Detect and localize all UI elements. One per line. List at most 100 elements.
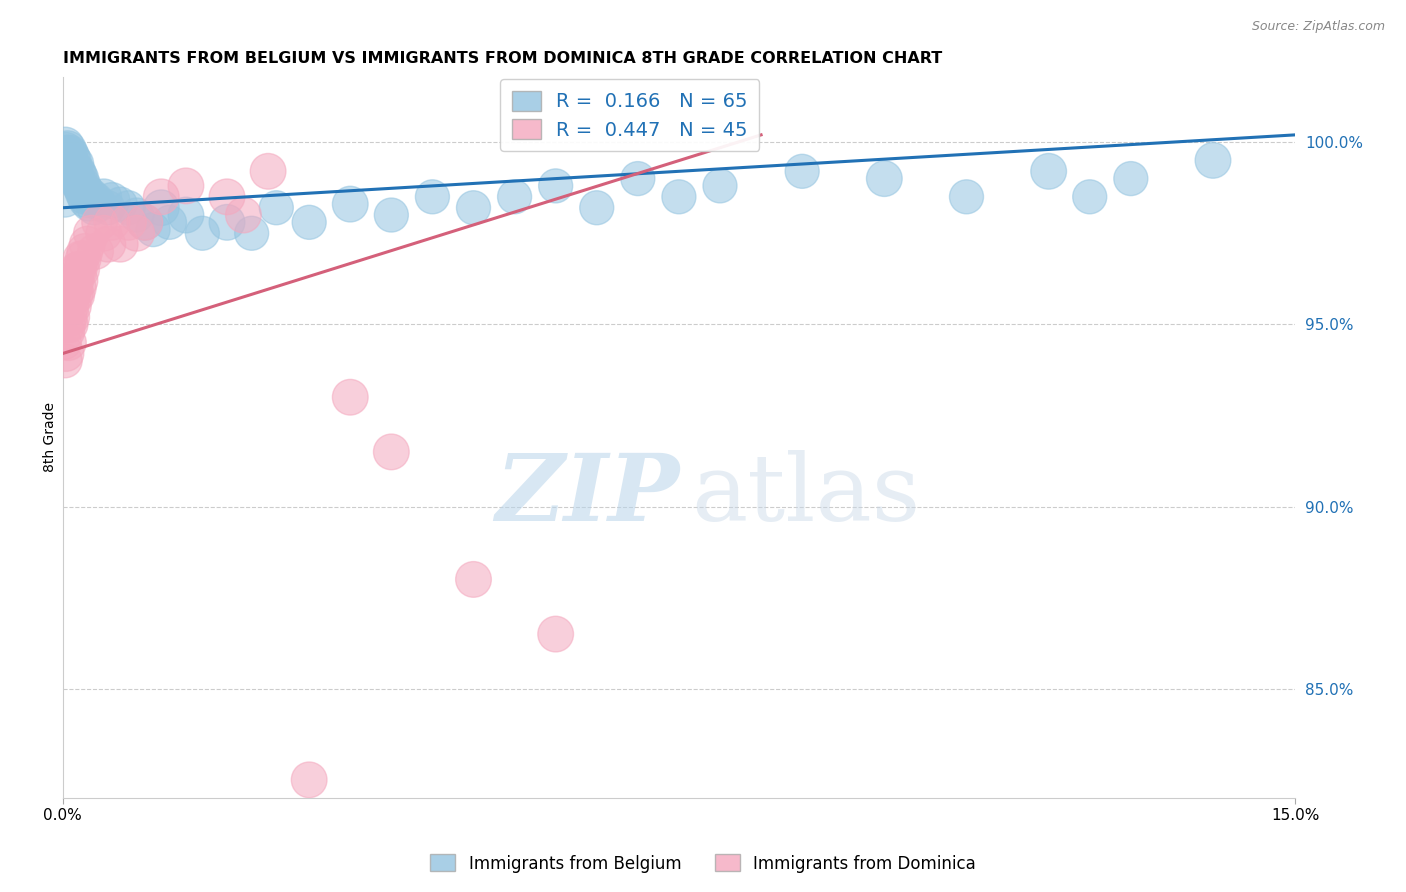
Point: [380, 445, 402, 459]
Point: [84, 244, 107, 259]
Point: [97, 201, 120, 215]
Point: [84, 194, 107, 208]
Legend: Immigrants from Belgium, Immigrants from Dominica: Immigrants from Belgium, Immigrants from…: [423, 847, 983, 880]
Point: [89, 215, 111, 229]
Point: [60, 310, 83, 324]
Point: [150, 201, 173, 215]
Point: [63, 288, 86, 302]
Point: [65, 274, 87, 288]
Point: [709, 178, 731, 193]
Point: [339, 197, 361, 211]
Point: [75, 194, 97, 208]
Point: [125, 208, 148, 222]
Point: [53, 190, 76, 204]
Point: [93, 190, 115, 204]
Point: [117, 201, 139, 215]
Point: [53, 138, 76, 153]
Point: [463, 573, 485, 587]
Point: [60, 157, 83, 171]
Point: [76, 237, 98, 252]
Point: [65, 168, 87, 182]
Point: [142, 222, 165, 236]
Point: [55, 146, 77, 161]
Point: [463, 201, 485, 215]
Point: [1119, 171, 1142, 186]
Point: [134, 215, 156, 229]
Point: [58, 310, 80, 324]
Point: [67, 175, 90, 189]
Point: [69, 252, 91, 266]
Point: [93, 226, 115, 240]
Point: [83, 201, 105, 215]
Point: [62, 161, 84, 175]
Point: [97, 237, 120, 252]
Point: [792, 164, 814, 178]
Point: [108, 237, 131, 252]
Point: [80, 190, 103, 204]
Point: [58, 150, 80, 164]
Point: [955, 190, 977, 204]
Point: [422, 190, 444, 204]
Point: [70, 262, 93, 277]
Point: [73, 244, 96, 259]
Point: [56, 143, 79, 157]
Point: [266, 201, 288, 215]
Point: [240, 226, 263, 240]
Text: ZIP: ZIP: [495, 450, 679, 540]
Point: [56, 318, 79, 332]
Point: [627, 171, 650, 186]
Point: [70, 182, 93, 196]
Point: [73, 190, 96, 204]
Point: [174, 178, 197, 193]
Point: [59, 146, 82, 161]
Point: [62, 299, 84, 313]
Point: [191, 226, 214, 240]
Point: [215, 190, 238, 204]
Point: [62, 288, 84, 302]
Point: [62, 153, 84, 168]
Point: [69, 178, 91, 193]
Point: [69, 274, 91, 288]
Point: [69, 171, 91, 186]
Point: [298, 215, 321, 229]
Point: [66, 288, 89, 302]
Point: [1202, 153, 1225, 168]
Point: [67, 168, 90, 182]
Point: [63, 164, 86, 178]
Point: [232, 208, 254, 222]
Point: [339, 390, 361, 404]
Y-axis label: 8th Grade: 8th Grade: [44, 402, 58, 473]
Point: [125, 226, 148, 240]
Point: [66, 262, 89, 277]
Point: [380, 208, 402, 222]
Point: [55, 143, 77, 157]
Point: [544, 627, 567, 641]
Point: [58, 335, 80, 350]
Legend: R =  0.166   N = 65, R =  0.447   N = 45: R = 0.166 N = 65, R = 0.447 N = 45: [501, 79, 759, 152]
Point: [63, 157, 86, 171]
Point: [150, 190, 173, 204]
Point: [58, 153, 80, 168]
Point: [668, 190, 690, 204]
Point: [544, 178, 567, 193]
Point: [72, 178, 94, 193]
Point: [134, 215, 156, 229]
Point: [55, 346, 77, 360]
Point: [298, 772, 321, 787]
Point: [53, 353, 76, 368]
Point: [1078, 190, 1101, 204]
Point: [59, 318, 82, 332]
Point: [66, 171, 89, 186]
Point: [63, 281, 86, 295]
Text: IMMIGRANTS FROM BELGIUM VS IMMIGRANTS FROM DOMINICA 8TH GRADE CORRELATION CHART: IMMIGRANTS FROM BELGIUM VS IMMIGRANTS FR…: [63, 51, 942, 66]
Point: [159, 215, 181, 229]
Point: [117, 215, 139, 229]
Point: [72, 186, 94, 201]
Point: [67, 262, 90, 277]
Point: [257, 164, 280, 178]
Point: [873, 171, 896, 186]
Point: [59, 299, 82, 313]
Point: [101, 215, 124, 229]
Point: [503, 190, 526, 204]
Point: [72, 252, 94, 266]
